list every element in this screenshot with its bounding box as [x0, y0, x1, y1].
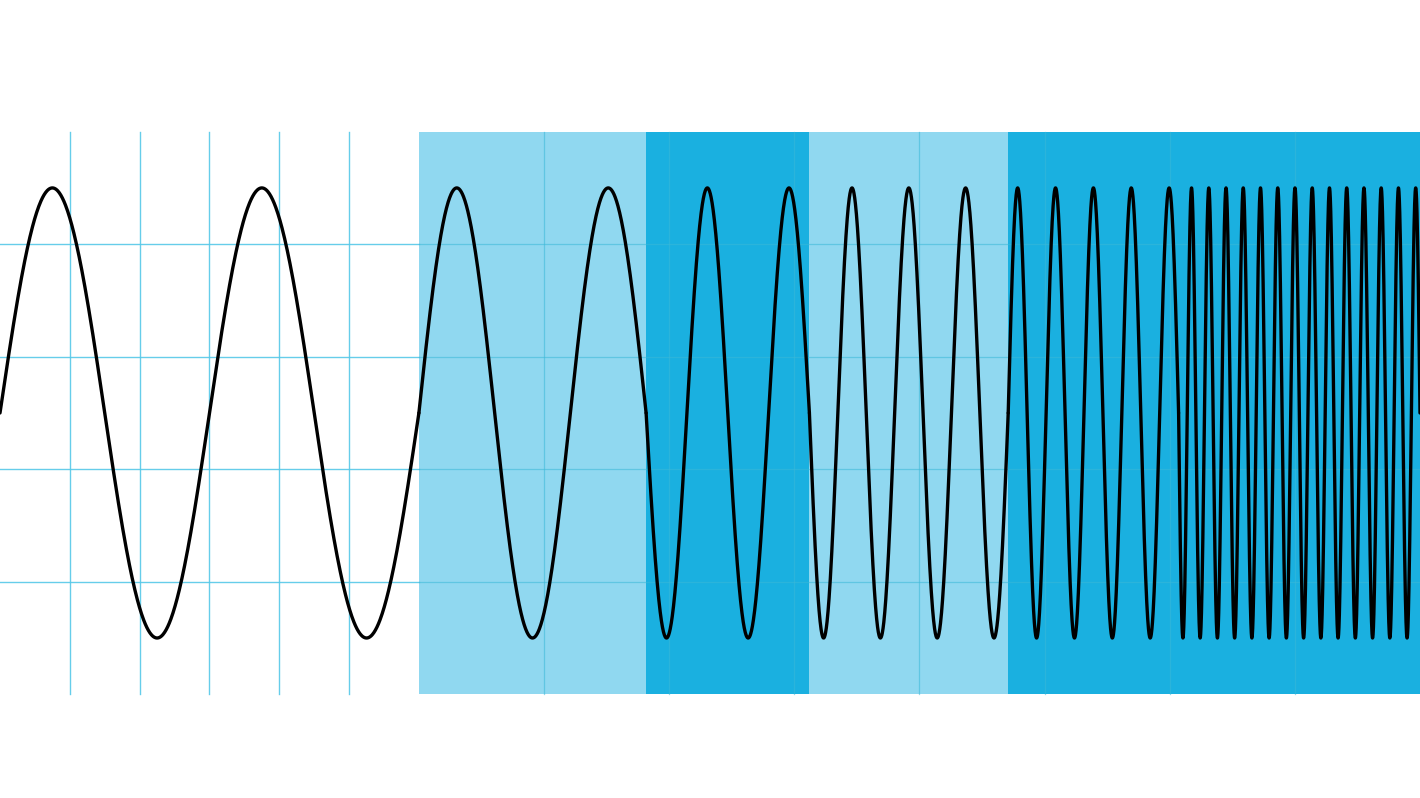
Bar: [0, 132, 419, 694]
Bar: [419, 132, 646, 694]
Bar: [646, 132, 809, 694]
Bar: [1179, 132, 1420, 694]
Bar: [1008, 132, 1179, 694]
Bar: [809, 132, 1008, 694]
